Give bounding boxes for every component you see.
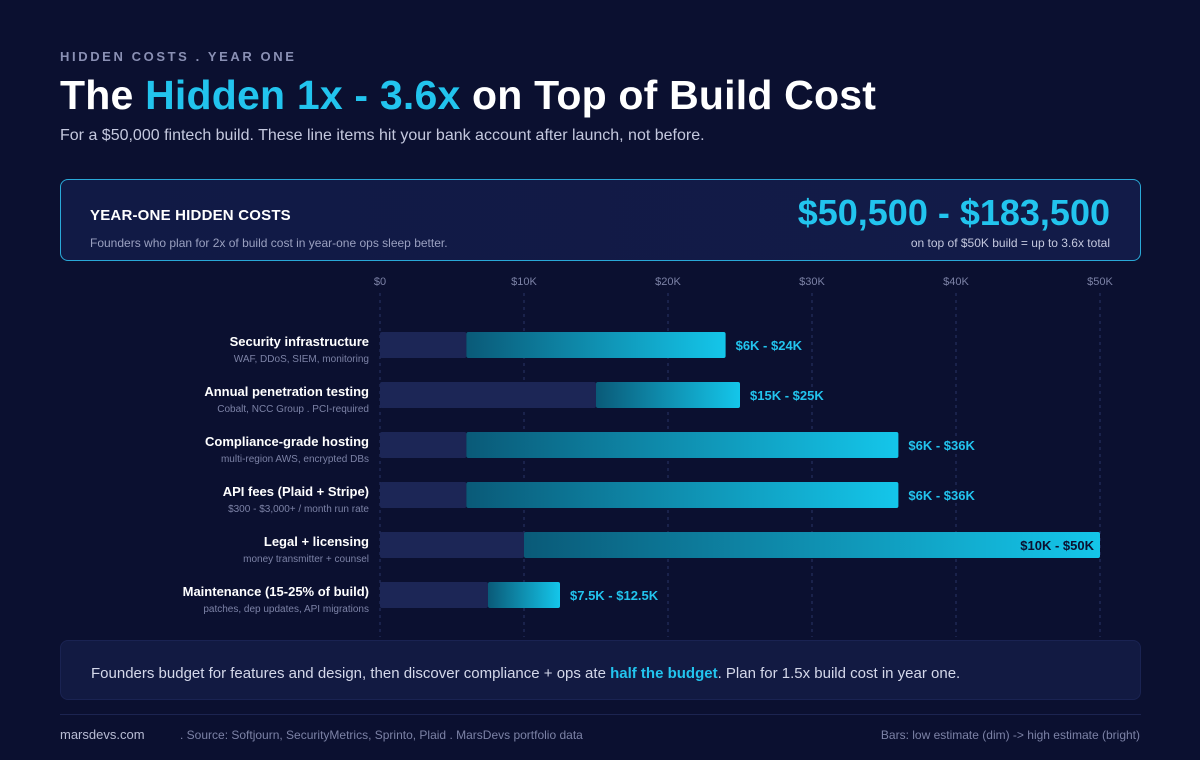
- footer-site: marsdevs.com: [60, 727, 145, 742]
- footer-legend-note: Bars: low estimate (dim) -> high estimat…: [880, 728, 1140, 742]
- category-sublabel: patches, dep updates, API migrations: [203, 604, 369, 615]
- bar-data-label: $6K - $36K: [908, 438, 975, 453]
- summary-range: $50,500 - $183,500: [797, 192, 1110, 233]
- summary-note: on top of $50K build = up to 3.6x total: [910, 236, 1110, 250]
- category-sublabel: WAF, DDoS, SIEM, monitoring: [234, 354, 369, 365]
- bar-low-estimate: [380, 332, 467, 358]
- summary-card: YEAR-ONE HIDDEN COSTS Founders who plan …: [60, 179, 1141, 261]
- category-label: Security infrastructure: [230, 334, 369, 349]
- title-pre: The: [60, 72, 146, 118]
- x-tick-label: $50K: [1087, 276, 1113, 288]
- bar-data-label: $7.5K - $12.5K: [570, 588, 659, 603]
- bar-data-label: $6K - $36K: [908, 488, 975, 503]
- bar-data-label: $15K - $25K: [750, 388, 824, 403]
- page-subtitle: For a $50,000 fintech build. These line …: [60, 127, 705, 144]
- category-sublabel: money transmitter + counsel: [243, 554, 369, 565]
- bar-high-estimate: [466, 482, 899, 508]
- callout-post: . Plan for 1.5x build cost in year one.: [717, 665, 961, 682]
- bar-high-estimate: [466, 332, 726, 358]
- x-tick-label: $40K: [943, 276, 969, 288]
- x-tick-label: $0: [374, 276, 386, 288]
- callout-highlight: half the budget: [610, 665, 718, 682]
- footer-divider: [60, 714, 1141, 715]
- eyebrow: HIDDEN COSTS . YEAR ONE: [60, 49, 297, 64]
- bar-high-estimate: [488, 582, 560, 608]
- bar-low-estimate: [380, 582, 488, 608]
- title-highlight: Hidden 1x - 3.6x: [145, 72, 461, 118]
- bar-high-estimate: [466, 432, 899, 458]
- callout-pre: Founders budget for features and design,…: [91, 665, 611, 682]
- summary-subtitle: Founders who plan for 2x of build cost i…: [90, 236, 448, 250]
- category-sublabel: multi-region AWS, encrypted DBs: [221, 454, 369, 465]
- category-sublabel: Cobalt, NCC Group . PCI-required: [217, 404, 369, 415]
- category-label: Legal + licensing: [264, 534, 369, 549]
- x-tick-label: $10K: [511, 276, 537, 288]
- bar-low-estimate: [380, 382, 596, 408]
- bar-low-estimate: [380, 432, 467, 458]
- category-label: API fees (Plaid + Stripe): [223, 484, 369, 499]
- category-sublabel: $300 - $3,000+ / month run rate: [228, 504, 369, 515]
- category-label: Compliance-grade hosting: [205, 434, 369, 449]
- summary-title: YEAR-ONE HIDDEN COSTS: [90, 207, 291, 224]
- page-title: The Hidden 1x - 3.6x on Top of Build Cos…: [60, 72, 876, 119]
- category-label: Maintenance (15-25% of build): [183, 584, 369, 599]
- bar-low-estimate: [380, 482, 467, 508]
- title-post: on Top of Build Cost: [460, 72, 877, 118]
- bar-high-estimate: [524, 532, 1100, 558]
- callout-card: Founders budget for features and design,…: [60, 640, 1141, 700]
- footer-source: . Source: Softjourn, SecurityMetrics, Sp…: [180, 728, 583, 742]
- bar-data-label: $10K - $50K: [1020, 538, 1094, 553]
- bar-data-label: $6K - $24K: [736, 338, 803, 353]
- bar-high-estimate: [596, 382, 740, 408]
- x-tick-label: $30K: [799, 276, 825, 288]
- cost-range-chart: $0 $10K $20K $30K $40K $50K Security infrastr…: [183, 276, 1114, 637]
- bar-low-estimate: [380, 532, 524, 558]
- category-label: Annual penetration testing: [204, 384, 369, 399]
- x-tick-label: $20K: [655, 276, 681, 288]
